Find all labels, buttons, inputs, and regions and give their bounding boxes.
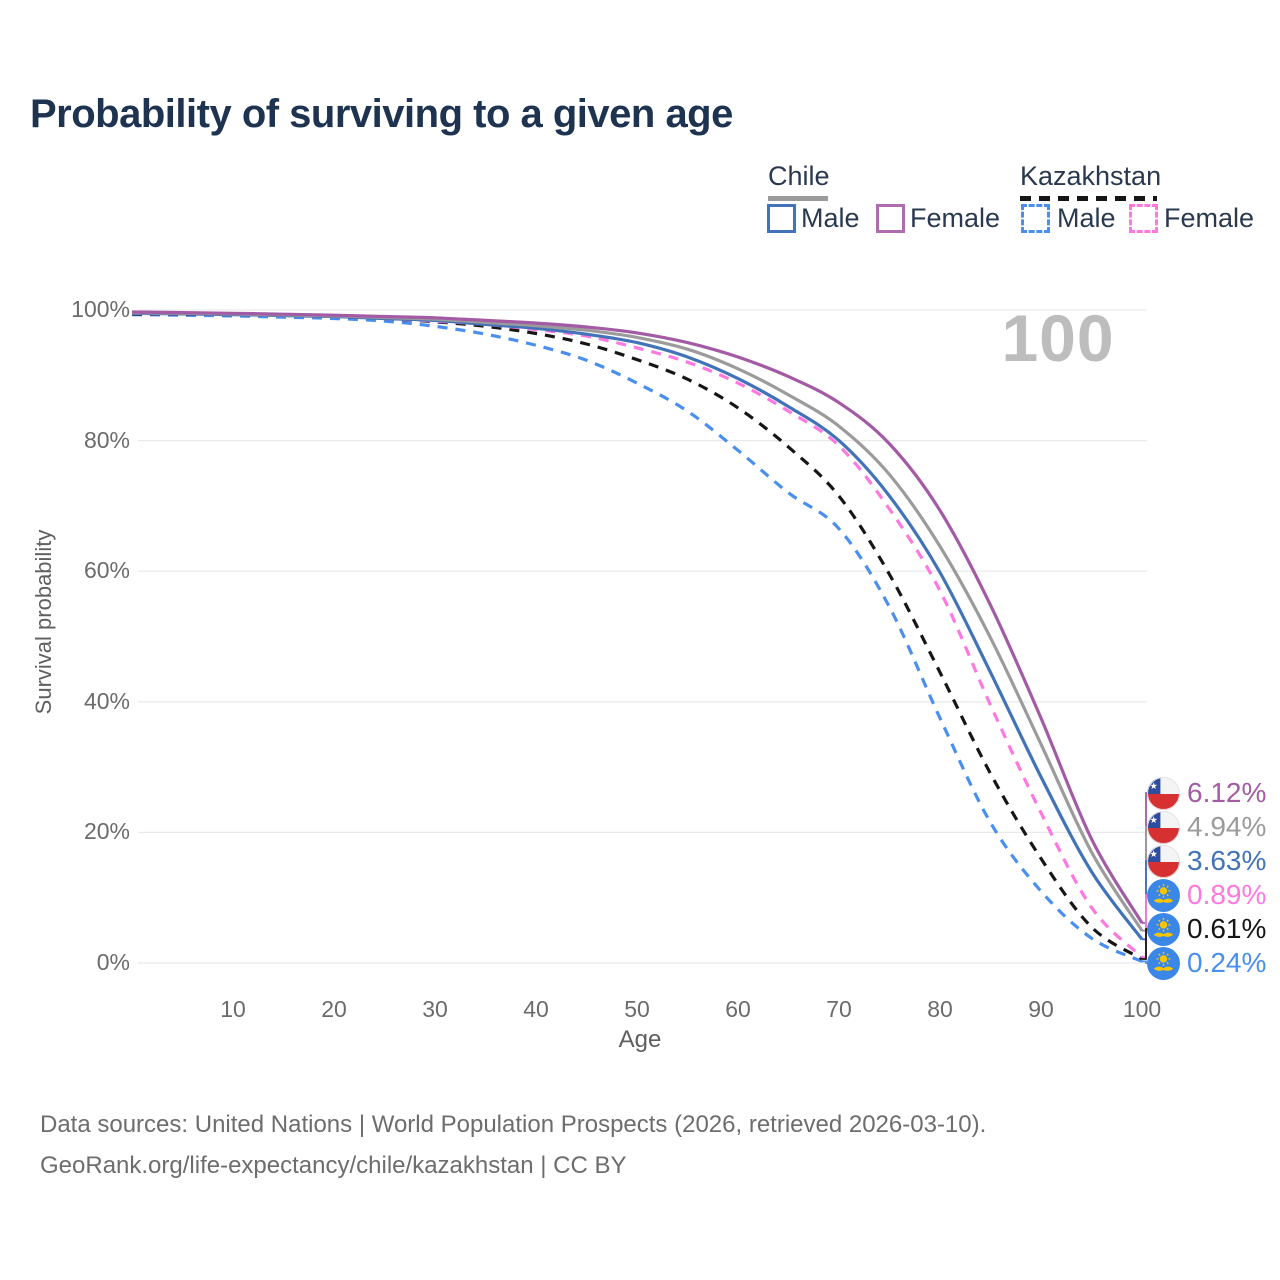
x-tick-label-20: 20 <box>321 996 347 1022</box>
x-tick-label-70: 70 <box>826 996 852 1022</box>
footer: Data sources: United Nations | World Pop… <box>40 1104 986 1186</box>
legend-chile-underline <box>768 196 828 201</box>
y-axis-title: Survival probability <box>31 529 56 715</box>
x-tick-label-30: 30 <box>422 996 448 1022</box>
legend-swatch-kazakhstan-female[interactable] <box>1129 204 1158 233</box>
y-tick-label-0: 0% <box>96 949 130 975</box>
y-tick-label-60: 60% <box>83 557 130 584</box>
kazakhstan-flag-icon <box>1147 946 1180 980</box>
end-label-value: 0.24% <box>1187 947 1267 978</box>
page-title: Probability of surviving to a given age <box>30 92 733 136</box>
end-label-value: 3.63% <box>1187 845 1267 876</box>
legend-label-chile-male[interactable]: Male <box>801 203 860 233</box>
svg-text:★: ★ <box>1150 781 1158 792</box>
footer-link[interactable]: GeoRank.org/life-expectancy/chile/kazakh… <box>40 1152 627 1179</box>
y-tick-label-20: 20% <box>83 818 130 845</box>
end-label-value: 4.94% <box>1187 811 1267 842</box>
x-tick-label-100: 100 <box>1122 996 1162 1022</box>
survival-chart <box>131 309 1150 964</box>
legend-group-kazakhstan-header[interactable]: Kazakhstan <box>1020 161 1162 191</box>
series-line-kazakhstan-male <box>131 313 1143 963</box>
end-label-chile-female: ★ 6.12% <box>1147 776 1266 810</box>
x-tick-label-60: 60 <box>725 996 751 1022</box>
end-label-kazakhstan-male: 0.24% <box>1147 946 1266 980</box>
x-tick-label-40: 40 <box>523 996 549 1022</box>
series-line-chile-female <box>131 310 1144 924</box>
legend-label-kazakhstan-female[interactable]: Female <box>1164 203 1255 233</box>
end-label-value: 0.89% <box>1187 879 1267 910</box>
end-label-value: 0.61% <box>1187 913 1267 944</box>
kazakhstan-flag-icon <box>1147 912 1180 946</box>
legend-label-kazakhstan-male[interactable]: Male <box>1057 203 1116 233</box>
end-label-kazakhstan-female: 0.89% <box>1147 878 1266 912</box>
end-label-chile-both-sexes: ★ 4.94% <box>1147 810 1266 844</box>
footer-data-sources: Data sources: United Nations | World Pop… <box>40 1111 987 1138</box>
y-tick-label-40: 40% <box>83 687 130 714</box>
legend-swatch-chile-male[interactable] <box>767 204 796 233</box>
legend-kazakhstan-underline <box>1020 196 1157 201</box>
y-tick-label-100: 100% <box>71 296 130 322</box>
x-axis-title: Age <box>618 1026 662 1053</box>
svg-text:★: ★ <box>1150 815 1158 826</box>
kazakhstan-flag-icon <box>1147 878 1180 912</box>
svg-text:★: ★ <box>1150 849 1158 860</box>
end-label-chile-male: ★ 3.63% <box>1147 844 1266 878</box>
series-line-chile-both-sexes <box>131 311 1144 932</box>
x-tick-label-50: 50 <box>624 996 650 1022</box>
legend-swatch-chile-female[interactable] <box>876 204 905 233</box>
chile-flag-icon: ★ <box>1147 776 1180 810</box>
series-line-chile-male <box>131 311 1144 941</box>
x-tick-label-80: 80 <box>927 996 953 1022</box>
y-tick-label-80: 80% <box>83 426 130 453</box>
end-label-value: 6.12% <box>1187 777 1267 808</box>
chile-flag-icon: ★ <box>1147 810 1180 844</box>
x-tick-label-10: 10 <box>220 996 246 1022</box>
watermark-age-100: 100 <box>1001 301 1115 375</box>
legend-label-chile-female[interactable]: Female <box>910 203 1001 233</box>
legend-swatch-kazakhstan-male[interactable] <box>1021 204 1050 233</box>
chile-flag-icon: ★ <box>1147 844 1180 878</box>
legend-group-chile-header[interactable]: Chile <box>768 161 830 191</box>
x-tick-label-90: 90 <box>1028 996 1054 1022</box>
end-label-kazakhstan-both-sexes: 0.61% <box>1147 912 1266 946</box>
